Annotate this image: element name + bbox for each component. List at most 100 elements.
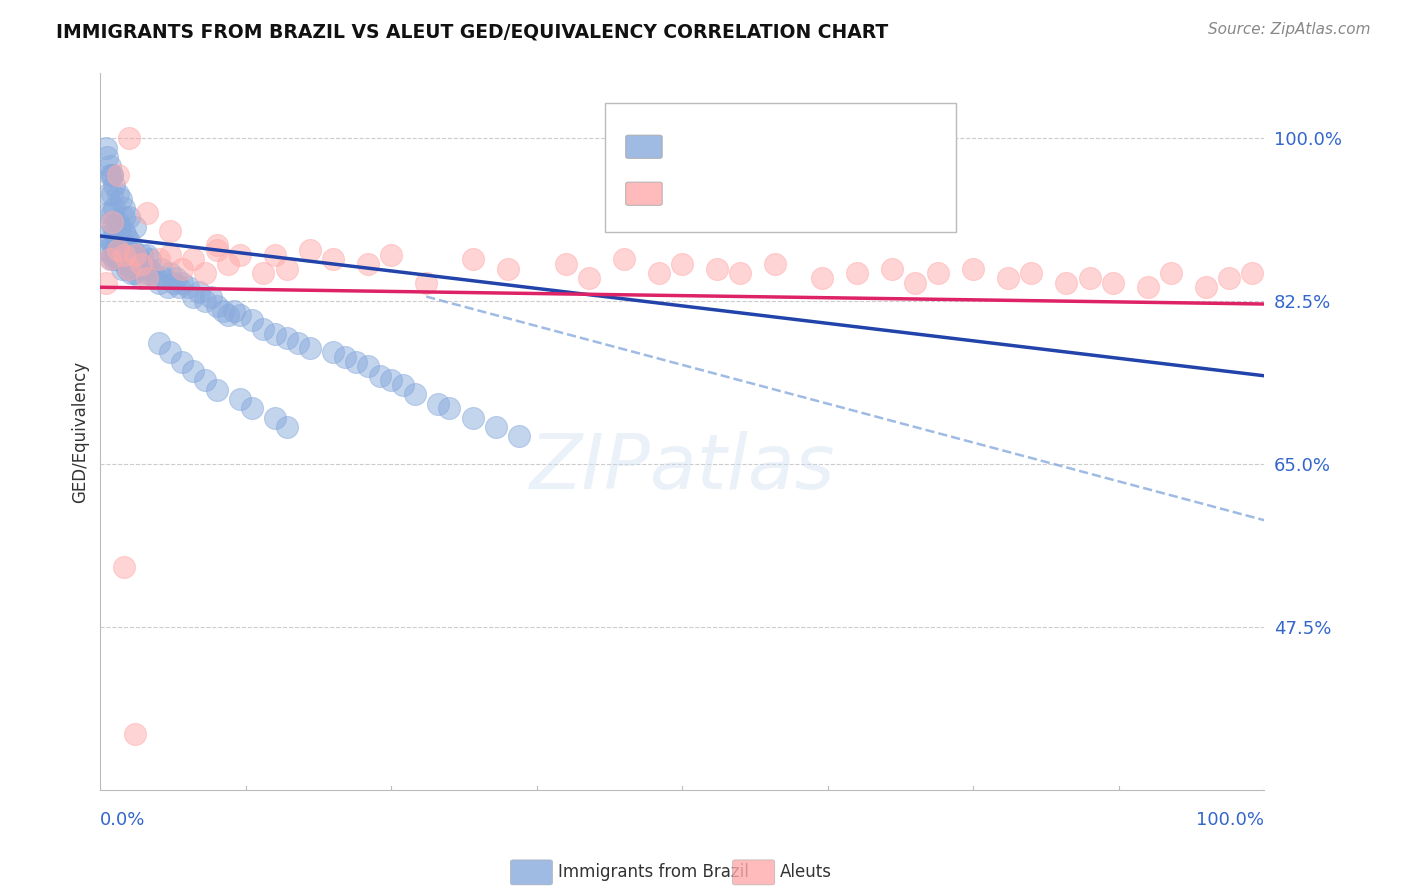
Point — [148, 276, 170, 290]
Point — [426, 397, 449, 411]
Point — [135, 271, 157, 285]
Point — [97, 205, 120, 219]
Point — [101, 169, 124, 183]
Point — [111, 261, 134, 276]
Point — [107, 169, 129, 183]
Text: 120: 120 — [823, 137, 863, 156]
Point — [159, 224, 181, 238]
Point — [211, 303, 233, 318]
Point — [880, 261, 903, 276]
Point — [159, 247, 181, 261]
Point — [380, 373, 402, 387]
Point — [118, 257, 141, 271]
Point — [101, 219, 124, 234]
Point — [125, 247, 148, 261]
Point — [97, 187, 120, 202]
Text: -0.065: -0.065 — [714, 185, 778, 203]
Point — [143, 271, 166, 285]
Point — [112, 201, 135, 215]
Point — [205, 238, 228, 252]
Point — [1136, 280, 1159, 294]
Point — [98, 252, 121, 267]
Point — [101, 169, 124, 183]
Point — [927, 266, 949, 280]
Point — [96, 276, 118, 290]
Point — [229, 392, 252, 406]
Text: 0.0%: 0.0% — [100, 811, 146, 829]
Point — [101, 238, 124, 252]
Point — [108, 252, 131, 267]
Point — [96, 229, 118, 244]
Point — [170, 355, 193, 369]
Point — [98, 169, 121, 183]
Point — [706, 261, 728, 276]
Point — [135, 247, 157, 261]
Point — [461, 410, 484, 425]
Point — [135, 266, 157, 280]
Point — [124, 727, 146, 741]
Point — [763, 257, 786, 271]
Point — [194, 294, 217, 309]
Point — [98, 159, 121, 173]
Point — [108, 229, 131, 244]
Point — [129, 257, 152, 271]
Point — [103, 178, 125, 192]
Point — [229, 247, 252, 261]
Point — [107, 247, 129, 261]
Text: Aleuts: Aleuts — [780, 863, 832, 881]
Point — [485, 420, 508, 434]
Point — [129, 257, 152, 271]
Point — [298, 341, 321, 355]
Point — [101, 205, 124, 219]
Point — [115, 252, 138, 267]
Point — [159, 345, 181, 359]
Point — [344, 355, 367, 369]
Point — [135, 205, 157, 219]
Point — [205, 299, 228, 313]
Point — [554, 257, 576, 271]
Point — [111, 247, 134, 261]
Point — [127, 261, 149, 276]
Point — [322, 252, 344, 267]
Point — [671, 257, 693, 271]
Point — [110, 234, 132, 248]
Point — [1101, 276, 1123, 290]
Point — [276, 261, 298, 276]
Point — [107, 243, 129, 257]
Point — [108, 219, 131, 234]
Point — [1078, 271, 1101, 285]
Point — [163, 276, 186, 290]
Point — [100, 215, 122, 229]
Point — [194, 266, 217, 280]
Point — [287, 336, 309, 351]
Point — [1054, 276, 1077, 290]
Point — [1160, 266, 1182, 280]
Point — [322, 345, 344, 359]
Point — [98, 234, 121, 248]
Point — [122, 243, 145, 257]
Point — [170, 261, 193, 276]
Point — [224, 303, 246, 318]
Point — [124, 247, 146, 261]
Point — [276, 331, 298, 345]
Point — [117, 243, 139, 257]
Point — [439, 401, 461, 416]
Text: IMMIGRANTS FROM BRAZIL VS ALEUT GED/EQUIVALENCY CORRELATION CHART: IMMIGRANTS FROM BRAZIL VS ALEUT GED/EQUI… — [56, 22, 889, 41]
Point — [122, 261, 145, 276]
Point — [183, 364, 205, 378]
Point — [103, 201, 125, 215]
Point — [107, 215, 129, 229]
Point — [112, 247, 135, 261]
Point — [118, 131, 141, 145]
Point — [183, 289, 205, 303]
Point — [101, 247, 124, 261]
Point — [240, 313, 263, 327]
Point — [205, 383, 228, 397]
Text: N =: N = — [783, 185, 827, 203]
Point — [962, 261, 984, 276]
Point — [112, 211, 135, 225]
Point — [149, 261, 172, 276]
Point — [904, 276, 927, 290]
Point — [264, 410, 287, 425]
Point — [357, 359, 380, 374]
